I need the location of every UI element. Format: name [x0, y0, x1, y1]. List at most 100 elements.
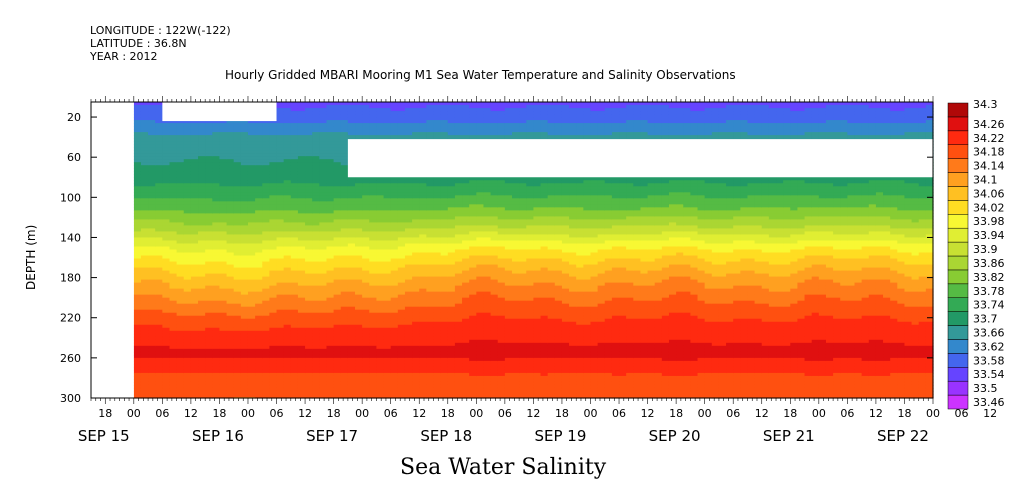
latitude-label: LATITUDE : 36.8N [90, 37, 187, 50]
x-date-label: SEP 20 [649, 427, 701, 445]
missing-data-region-3 [347, 139, 933, 178]
colorbar-label: 34.3 [973, 98, 998, 111]
x-hour-tick-label: 18 [783, 407, 797, 420]
colorbar-swatch [947, 158, 969, 173]
x-hour-tick-label: 12 [412, 407, 426, 420]
colorbar-swatch [947, 283, 969, 298]
colorbar-swatch [947, 380, 969, 396]
x-date-label: SEP 19 [534, 427, 586, 445]
x-hour-tick-label: 12 [869, 407, 883, 420]
colorbar-label: 33.54 [973, 368, 1005, 381]
x-hour-tick-label: 18 [441, 407, 455, 420]
x-hour-tick-label: 00 [127, 407, 141, 420]
x-hour-tick-label: 00 [698, 407, 712, 420]
bottom-title: Sea Water Salinity [400, 455, 607, 480]
colorbar-label: 34.18 [973, 146, 1005, 159]
x-date-label: SEP 21 [763, 427, 815, 445]
x-hour-tick-label: 06 [726, 407, 740, 420]
x-hour-tick-label: 18 [327, 407, 341, 420]
y-tick-label-180: 180 [60, 272, 81, 285]
x-hour-tick-label: 06 [612, 407, 626, 420]
colorbar-label: 33.78 [973, 285, 1005, 298]
colorbar-swatch [947, 144, 969, 159]
y-tick-label-60: 60 [67, 151, 81, 164]
x-hour-tick-label: 06 [498, 407, 512, 420]
colorbar-label: 33.86 [973, 257, 1005, 270]
x-hour-tick-label: 06 [270, 407, 284, 420]
colorbar-label: 34.22 [973, 132, 1005, 145]
colorbar-swatch [947, 255, 969, 271]
colorbar-label: 34.02 [973, 201, 1005, 214]
colorbar-label: 34.06 [973, 187, 1005, 200]
x-date-label: SEP 16 [192, 427, 244, 445]
colorbar-swatch [947, 227, 969, 243]
colorbar-label: 33.94 [973, 229, 1005, 242]
colorbar-swatch [947, 353, 969, 368]
colorbar-swatch [947, 394, 969, 410]
x-hour-tick-label: 06 [955, 407, 969, 420]
colorbar-swatch [947, 116, 969, 132]
x-hour-tick-label: 06 [384, 407, 398, 420]
colorbar-label: 33.9 [973, 243, 998, 256]
x-date-label: SEP 17 [306, 427, 358, 445]
x-hour-tick-label: 00 [241, 407, 255, 420]
colorbar-label: 33.7 [973, 313, 998, 326]
y-tick-label-140: 140 [60, 231, 81, 244]
x-hour-tick-label: 12 [298, 407, 312, 420]
x-date-label: SEP 22 [877, 427, 929, 445]
heatmap-cells [133, 102, 934, 399]
x-hour-tick-label: 18 [897, 407, 911, 420]
colorbar-label: 33.62 [973, 340, 1005, 353]
plot-frame [90, 101, 934, 399]
colorbar-label: 33.74 [973, 299, 1005, 312]
colorbar-swatch [947, 102, 969, 118]
colorbar-label: 34.14 [973, 160, 1005, 173]
colorbar-swatch [947, 297, 969, 312]
y-tick-label-260: 260 [60, 352, 81, 365]
y-tick-label-100: 100 [60, 191, 81, 204]
colorbar-swatch [947, 172, 969, 187]
x-date-label: SEP 15 [78, 427, 130, 445]
missing-data-region-1 [91, 102, 134, 398]
x-hour-tick-label: 12 [983, 407, 997, 420]
x-hour-tick-label: 00 [355, 407, 369, 420]
colorbar-label: 33.98 [973, 215, 1005, 228]
x-hour-tick-label: 06 [840, 407, 854, 420]
colorbar-swatch [947, 367, 969, 382]
colorbar-label: 33.46 [973, 396, 1005, 409]
colorbar-label: 33.58 [973, 354, 1005, 367]
chart-title: Hourly Gridded MBARI Mooring M1 Sea Wate… [225, 68, 736, 82]
x-hour-tick-label: 00 [926, 407, 940, 420]
colorbar-swatch [947, 339, 969, 354]
x-hour-tick-label: 00 [469, 407, 483, 420]
colorbar-swatch [947, 130, 969, 145]
x-hour-tick-label: 00 [812, 407, 826, 420]
x-hour-tick-label: 12 [641, 407, 655, 420]
colorbar: 33.4633.533.5433.5833.6233.6633.733.7433… [947, 98, 1005, 410]
colorbar-label: 34.1 [973, 174, 998, 187]
x-hour-tick-label: 18 [212, 407, 226, 420]
x-hour-tick-label: 18 [98, 407, 112, 420]
colorbar-swatch [947, 214, 969, 229]
colorbar-swatch [947, 186, 969, 201]
colorbar-swatch [947, 200, 969, 215]
colorbar-swatch [947, 325, 969, 340]
missing-data-region-2 [162, 102, 277, 122]
x-date-label: SEP 18 [420, 427, 472, 445]
colorbar-swatch [947, 311, 969, 326]
longitude-label: LONGITUDE : 122W(-122) [90, 24, 231, 37]
x-hour-tick-label: 12 [184, 407, 198, 420]
y-tick-label-300: 300 [60, 392, 81, 405]
colorbar-swatch [947, 269, 969, 285]
x-hour-tick-label: 00 [583, 407, 597, 420]
colorbar-label: 33.66 [973, 327, 1005, 340]
x-hour-tick-label: 06 [155, 407, 169, 420]
x-hour-tick-label: 18 [555, 407, 569, 420]
x-hour-tick-label: 12 [755, 407, 769, 420]
colorbar-label: 34.26 [973, 118, 1005, 131]
year-label: YEAR : 2012 [90, 50, 158, 63]
y-tick-label-20: 20 [67, 111, 81, 124]
colorbar-swatch [947, 241, 969, 257]
colorbar-label: 33.82 [973, 271, 1005, 284]
